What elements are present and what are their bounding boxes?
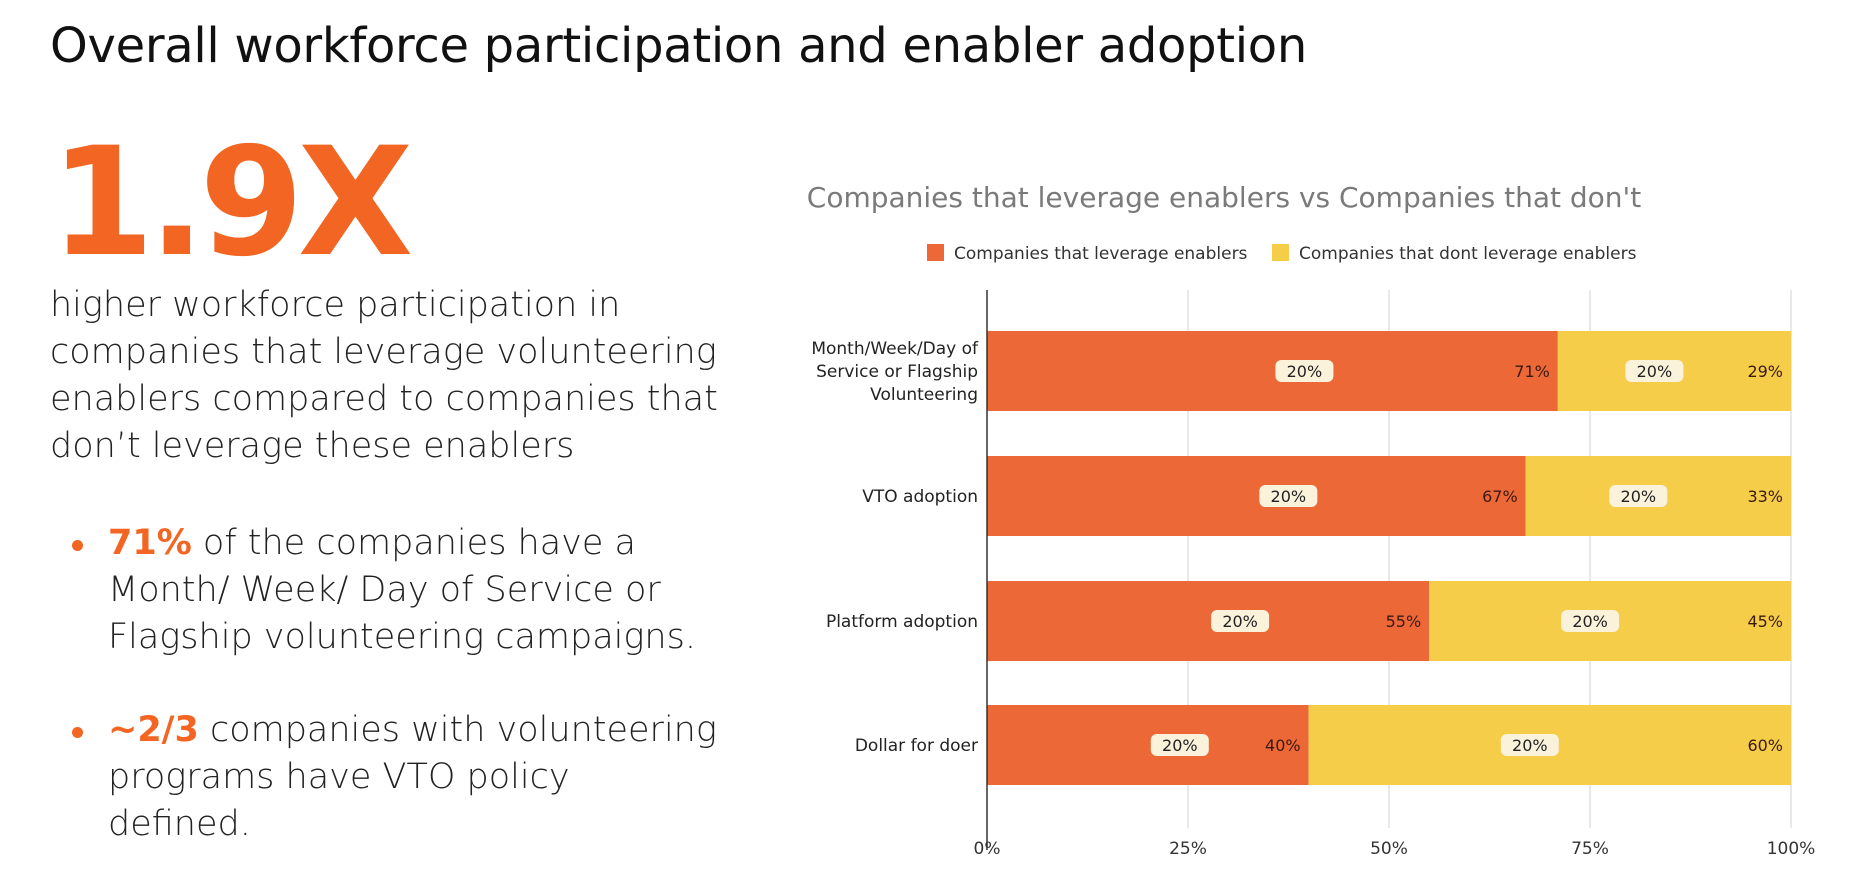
x-tick-label: 75% bbox=[1571, 839, 1609, 859]
bullet-dot-icon bbox=[72, 727, 83, 738]
bullet-highlight: ~2/3 bbox=[108, 710, 199, 750]
x-tick-label: 0% bbox=[974, 839, 1001, 859]
bar-pill bbox=[1150, 734, 1209, 756]
bar-segment bbox=[987, 456, 1526, 536]
category-label: Month/Week/Day of Service or Flagship Volu… bbox=[811, 339, 979, 405]
legend-swatch bbox=[1272, 244, 1289, 261]
bullet-highlight: 71% bbox=[108, 523, 192, 563]
bullet-item: ~2/3 companies with volunteering program… bbox=[50, 707, 720, 848]
page-title: Overall workforce participation and enab… bbox=[50, 18, 1307, 74]
bar-value-label: 40% bbox=[1265, 736, 1301, 755]
bar-pill bbox=[1561, 610, 1620, 632]
legend-label: Companies that leverage enablers bbox=[954, 244, 1248, 264]
bar-pill bbox=[1500, 734, 1559, 756]
legend-label: Companies that dont leverage enablers bbox=[1299, 244, 1637, 264]
bar-pill bbox=[1625, 360, 1684, 382]
bar-pill-label: 20% bbox=[1287, 362, 1323, 381]
legend-swatch bbox=[927, 244, 944, 261]
bar-pill bbox=[1211, 610, 1270, 632]
bar-pill bbox=[1275, 360, 1334, 382]
x-tick-label: 100% bbox=[1767, 839, 1816, 859]
bar-pill-label: 20% bbox=[1222, 612, 1258, 631]
bar-pill-label: 20% bbox=[1271, 487, 1307, 506]
chart-title: Companies that leverage enablers vs Comp… bbox=[807, 181, 1641, 214]
bar-value-label: 55% bbox=[1386, 612, 1422, 631]
bar-pill-label: 20% bbox=[1572, 612, 1608, 631]
category-label: Platform adoption bbox=[826, 612, 978, 632]
bar-pill bbox=[1609, 485, 1668, 507]
bar-value-label: 60% bbox=[1747, 736, 1783, 755]
bar-pill-label: 20% bbox=[1512, 736, 1548, 755]
bullet-dot-icon bbox=[72, 540, 83, 551]
stacked-bar-chart: Companies that leverage enablers vs Comp… bbox=[807, 181, 1816, 859]
bullet-item: 71% of the companies have a Month/ Week/… bbox=[50, 520, 720, 661]
bullet-list: 71% of the companies have a Month/ Week/… bbox=[50, 520, 720, 894]
bar-pill-label: 20% bbox=[1637, 362, 1673, 381]
bar-value-label: 67% bbox=[1482, 487, 1518, 506]
bullet-text: of the companies have a Month/ Week/ Day… bbox=[108, 523, 696, 657]
bar-pill bbox=[1259, 485, 1318, 507]
x-tick-label: 25% bbox=[1169, 839, 1207, 859]
bar-value-label: 29% bbox=[1747, 362, 1783, 381]
bar-value-label: 71% bbox=[1514, 362, 1550, 381]
category-label: VTO adoption bbox=[862, 487, 978, 507]
bar-segment bbox=[987, 581, 1430, 661]
bar-value-label: 45% bbox=[1747, 612, 1783, 631]
headline-stat: 1.9X bbox=[50, 116, 413, 290]
headline-description: higher workforce participation in compan… bbox=[50, 285, 718, 466]
bullet-text: companies with volunteering programs hav… bbox=[108, 710, 717, 844]
bar-segment bbox=[987, 331, 1558, 411]
category-label: Dollar for doer bbox=[855, 736, 978, 756]
bar-pill-label: 20% bbox=[1621, 487, 1657, 506]
bar-value-label: 33% bbox=[1747, 487, 1783, 506]
bar-segment bbox=[987, 705, 1309, 785]
bar-pill-label: 20% bbox=[1162, 736, 1198, 755]
x-tick-label: 50% bbox=[1370, 839, 1408, 859]
